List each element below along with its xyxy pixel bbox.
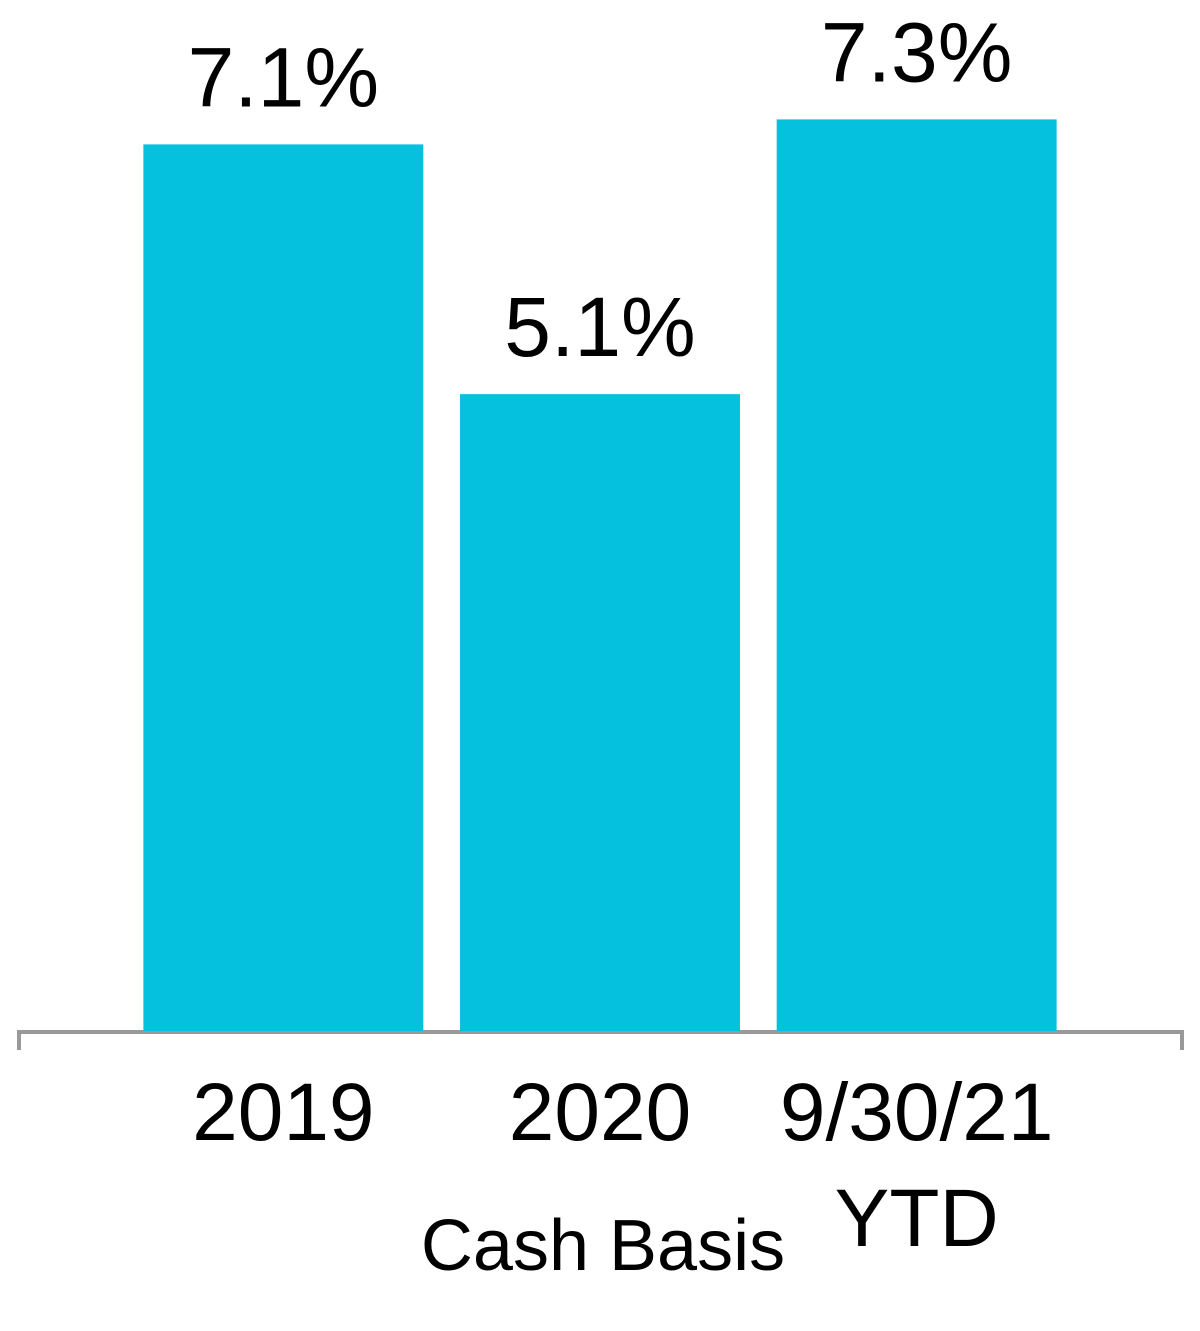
x-tick-label: 9/30/21 YTD — [779, 1067, 1054, 1264]
value-label: 7.3% — [821, 5, 1012, 99]
bar — [143, 144, 424, 1031]
bar — [460, 394, 740, 1031]
value-label: 7.1% — [188, 30, 379, 124]
value-label: 5.1% — [504, 280, 695, 374]
x-tick-label: 2020 — [508, 1067, 692, 1158]
bar — [776, 119, 1057, 1032]
x-tick-label: 2019 — [192, 1067, 375, 1158]
x-axis — [17, 1030, 1184, 1050]
x-axis-title: Cash Basis — [421, 1206, 785, 1286]
